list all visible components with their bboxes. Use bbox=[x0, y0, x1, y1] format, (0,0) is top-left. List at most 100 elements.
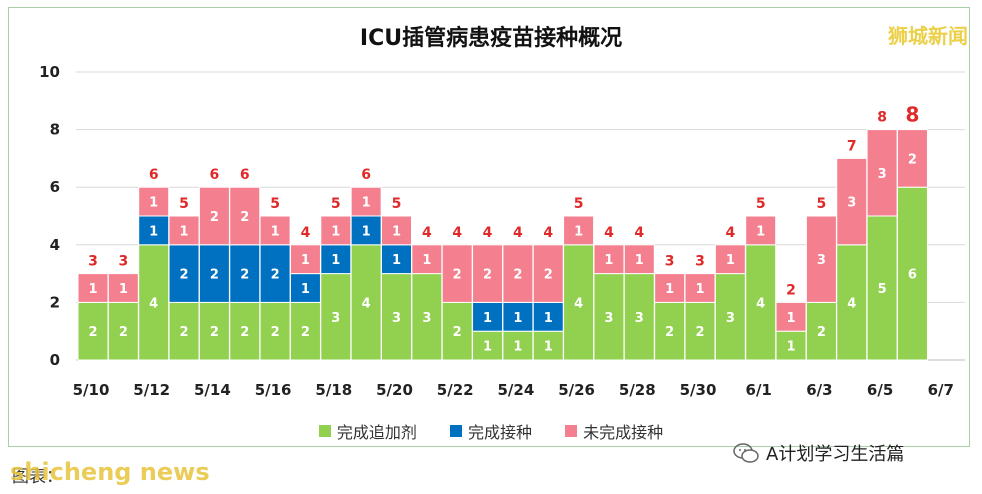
bar-segment bbox=[745, 215, 777, 246]
segment-label: 1 bbox=[756, 224, 765, 239]
x-tick-label: 5/24 bbox=[498, 381, 535, 399]
legend-label-full: 完成接种 bbox=[467, 423, 532, 442]
legend-item-booster: 完成追加剂 bbox=[318, 419, 417, 443]
segment-label: 1 bbox=[331, 224, 340, 239]
legend-swatch-full bbox=[449, 425, 462, 437]
total-label: 4 bbox=[452, 225, 462, 241]
bar-segment bbox=[714, 244, 746, 275]
total-label: 3 bbox=[695, 254, 705, 270]
segment-label: 1 bbox=[422, 253, 431, 268]
x-tick-label: 6/3 bbox=[806, 381, 832, 399]
segment-label: 1 bbox=[392, 224, 401, 239]
bar-segment bbox=[259, 215, 291, 246]
segment-label: 1 bbox=[271, 224, 280, 239]
segment-label: 3 bbox=[392, 311, 401, 326]
total-label: 7 bbox=[847, 138, 857, 154]
bar-segment bbox=[654, 301, 686, 361]
bar-segment bbox=[532, 330, 564, 361]
x-tick-label: 5/22 bbox=[437, 381, 474, 399]
total-label: 5 bbox=[574, 196, 584, 212]
y-tick-label: 4 bbox=[50, 236, 60, 254]
x-tick-label: 5/16 bbox=[255, 381, 292, 399]
segment-label: 1 bbox=[362, 196, 371, 211]
segment-label: 1 bbox=[392, 253, 401, 268]
bar-segment bbox=[745, 244, 777, 361]
segment-label: 1 bbox=[787, 340, 796, 355]
bar-segment bbox=[775, 301, 807, 332]
segment-label: 1 bbox=[149, 196, 158, 211]
segment-label: 2 bbox=[240, 210, 249, 225]
segment-label: 1 bbox=[665, 282, 674, 297]
segment-label: 3 bbox=[331, 311, 340, 326]
segment-label: 2 bbox=[908, 152, 917, 167]
segment-label: 1 bbox=[635, 253, 644, 268]
total-label: 4 bbox=[301, 225, 311, 241]
total-label: 5 bbox=[756, 196, 766, 212]
segment-label: 3 bbox=[422, 311, 431, 326]
total-label: 6 bbox=[240, 167, 250, 183]
segment-label: 1 bbox=[88, 282, 97, 297]
segment-label: 2 bbox=[240, 268, 249, 283]
wechat-text: A计划学习生活篇 bbox=[766, 444, 905, 465]
bar-segment bbox=[472, 244, 504, 303]
total-label: 4 bbox=[422, 225, 432, 241]
bar-segment bbox=[805, 301, 837, 361]
wechat-credit: A计划学习生活篇 bbox=[732, 440, 904, 466]
y-tick-label: 2 bbox=[50, 293, 60, 311]
total-label: 2 bbox=[786, 282, 796, 298]
bar-segment bbox=[502, 301, 534, 332]
total-label: 4 bbox=[483, 225, 493, 241]
bar-segment bbox=[472, 330, 504, 361]
segment-label: 2 bbox=[210, 210, 219, 225]
y-tick-label: 8 bbox=[50, 121, 60, 139]
total-label: 4 bbox=[543, 225, 553, 241]
bar-segment bbox=[350, 244, 382, 361]
bar-segment bbox=[381, 215, 412, 246]
segment-label: 2 bbox=[88, 325, 97, 340]
segment-label: 5 bbox=[878, 282, 887, 297]
y-tick-label: 0 bbox=[50, 351, 60, 369]
segment-label: 3 bbox=[878, 167, 887, 182]
segment-label: 1 bbox=[787, 311, 796, 326]
segment-label: 2 bbox=[180, 268, 189, 283]
legend-swatch-booster bbox=[318, 425, 331, 437]
segment-label: 1 bbox=[331, 253, 340, 268]
total-label: 5 bbox=[270, 196, 280, 212]
segment-label: 1 bbox=[301, 253, 310, 268]
bar-segment bbox=[259, 244, 291, 303]
x-tick-label: 6/1 bbox=[746, 381, 772, 399]
bar-segment bbox=[502, 330, 534, 361]
segment-label: 1 bbox=[726, 253, 735, 268]
chart-title: ICU插管病患疫苗接种概况 bbox=[359, 26, 623, 51]
data-labels: 2 1 3 2 1 3 4 1 1 6 2 2 1 5 2 2 2 6 2 2 2 6 2 2 1 5 2 1 1 4 3 1 1 5 4 1 1 6 3 1… bbox=[88, 103, 919, 355]
legend-item-full: 完成接种 bbox=[449, 419, 532, 443]
segment-label: 1 bbox=[604, 253, 613, 268]
segment-label: 1 bbox=[301, 282, 310, 297]
bar-segment bbox=[623, 244, 655, 275]
bar-segment bbox=[714, 273, 746, 361]
segment-label: 2 bbox=[180, 325, 189, 340]
y-tick-label: 6 bbox=[50, 178, 60, 196]
bar-segment bbox=[593, 273, 625, 361]
bar-segment bbox=[836, 157, 868, 246]
legend-item-unvaccinated: 未完成接种 bbox=[565, 419, 663, 443]
chart-frame bbox=[8, 7, 970, 447]
segment-label: 2 bbox=[817, 325, 826, 340]
segment-label: 2 bbox=[240, 325, 249, 340]
total-label: 3 bbox=[118, 254, 128, 270]
bar-segment bbox=[502, 244, 534, 303]
wechat-icon bbox=[733, 443, 759, 463]
bar-segment bbox=[563, 215, 595, 246]
segment-label: 1 bbox=[544, 340, 553, 355]
segment-label: 3 bbox=[817, 253, 826, 268]
x-tick-label: 5/10 bbox=[73, 381, 110, 399]
segment-label: 1 bbox=[180, 224, 189, 239]
bar-segment bbox=[259, 301, 291, 361]
x-tick-label: 6/5 bbox=[867, 381, 893, 399]
segment-label: 1 bbox=[483, 340, 492, 355]
segment-label: 2 bbox=[665, 325, 674, 340]
bar-segment bbox=[229, 186, 261, 246]
total-label: 5 bbox=[331, 196, 341, 212]
total-label: 5 bbox=[392, 196, 402, 212]
total-label: 6 bbox=[149, 167, 159, 183]
